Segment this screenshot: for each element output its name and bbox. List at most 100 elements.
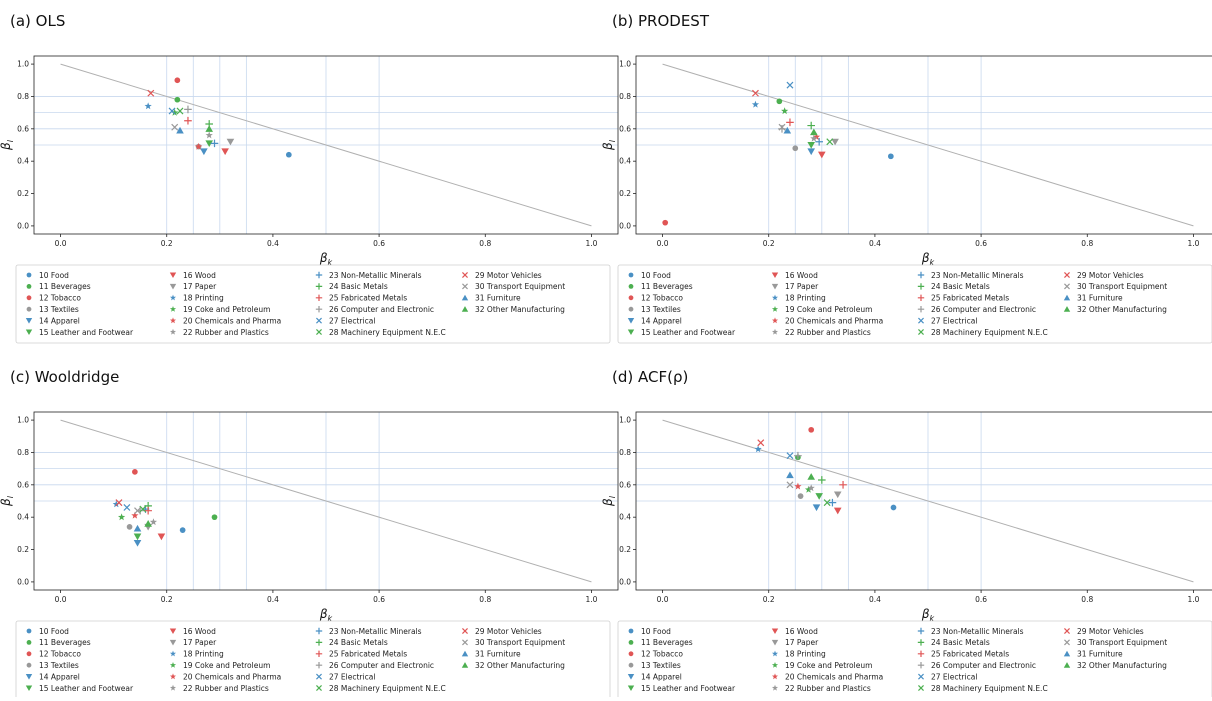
y-axis-label: βl: [0, 139, 15, 151]
legend-marker-31-furniture: [461, 650, 469, 657]
data-point-16-wood: [221, 148, 229, 156]
legend-marker-14-apparel: [627, 674, 635, 680]
legend-marker-15-leather-and-footwear: [25, 329, 33, 336]
data-point-25-fabricated-metals: [144, 506, 152, 515]
legend-marker-19-coke-and-petroleum: [169, 662, 177, 668]
legend-label: 30 Transport Equipment: [1077, 638, 1167, 647]
y-tick-label: 0.6: [17, 480, 29, 489]
legend-label: 20 Chemicals and Pharma: [183, 316, 281, 325]
data-points: [112, 469, 218, 547]
data-point-30-transport-equipment: [171, 123, 179, 131]
legend-label: 24 Basic Metals: [931, 638, 990, 647]
legend-label: 27 Electrical: [931, 672, 977, 681]
legend-marker-27-electrical: [316, 673, 322, 680]
data-point-20-chemicals-and-pharma: [812, 133, 821, 140]
legend-label: 25 Fabricated Metals: [931, 650, 1009, 659]
y-tick-label: 0.2: [17, 545, 29, 554]
panel-d: (d) ACF(ρ) 0.0 0.2 0.4 0.6 0.8 1.0 0.0 0.2 0.4 0.6…: [601, 368, 1212, 700]
legend-label: 32 Other Manufacturing: [475, 305, 565, 314]
legend-frame: [617, 264, 1212, 344]
x-tick-label: 1.0: [585, 239, 597, 248]
legend-marker-10-food: [26, 628, 32, 634]
legend-marker-16-wood: [771, 272, 779, 279]
data-point-12-tobacco: [662, 219, 669, 226]
legend-marker-16-wood: [771, 628, 779, 635]
legend-marker-18-printing: [771, 650, 779, 657]
legend-marker-32-other-manufacturing: [1063, 662, 1071, 668]
plot-frame: [33, 411, 619, 591]
data-point-22-rubber-and-plastics: [205, 131, 213, 139]
legend-label: 30 Transport Equipment: [475, 638, 565, 647]
legend-label: 22 Rubber and Plastics: [785, 328, 871, 337]
data-points: [144, 77, 292, 158]
y-tick-label: 0.8: [619, 92, 631, 101]
x-tick-label: 0.0: [55, 239, 67, 248]
legend-label: 12 Tobacco: [641, 650, 683, 659]
y-tick-label: 0.4: [17, 513, 29, 522]
data-point-22-rubber-and-plastics: [807, 484, 815, 492]
data-point-22-rubber-and-plastics: [810, 134, 818, 142]
legend-marker-30-transport-equipment: [1064, 639, 1070, 646]
legend-label: 27 Electrical: [329, 672, 375, 681]
legend-marker-27-electrical: [918, 673, 924, 680]
data-point-23-non-metallic-minerals: [815, 137, 823, 146]
y-axis-label: βl: [601, 139, 617, 151]
data-point-13-textiles: [792, 145, 799, 152]
legend-marker-26-computer-and-electronic: [917, 662, 925, 669]
legend-label: 15 Leather and Footwear: [39, 684, 134, 693]
data-point-30-transport-equipment: [778, 123, 786, 131]
data-point-26-computer-and-electronic: [794, 451, 802, 460]
legend-marker-23-non-metallic-minerals: [315, 627, 323, 635]
legend-label: 32 Other Manufacturing: [475, 661, 565, 670]
data-point-28-machinery-equipment-n-e-c: [139, 505, 147, 513]
legend-marker-11-beverages: [628, 640, 634, 645]
data-point-28-machinery-equipment-n-e-c: [823, 499, 831, 507]
data-point-30-transport-equipment: [786, 481, 794, 489]
legend-label: 23 Non-Metallic Minerals: [329, 627, 422, 636]
data-point-20-chemicals-and-pharma: [131, 511, 139, 519]
legend-label: 26 Computer and Electronic: [329, 305, 434, 314]
y-axis-label: βl: [0, 495, 15, 507]
x-tick-label: 0.2: [161, 595, 173, 604]
data-point-28-machinery-equipment-n-e-c: [826, 138, 834, 146]
legend-marker-12-tobacco: [628, 295, 634, 301]
legend-label: 22 Rubber and Plastics: [183, 328, 269, 337]
legend-label: 18 Printing: [785, 294, 826, 303]
legend-marker-12-tobacco: [628, 651, 634, 657]
legend-label: 16 Wood: [183, 627, 216, 636]
legend-label: 28 Machinery Equipment N.E.C: [329, 684, 446, 693]
data-point-26-computer-and-electronic: [184, 105, 192, 114]
y-tick-label: 0.4: [619, 513, 631, 522]
data-point-17-paper: [226, 138, 235, 146]
data-point-26-computer-and-electronic: [778, 125, 786, 133]
legend-marker-25-fabricated-metals: [917, 650, 925, 657]
y-tick-label: 0.0: [17, 221, 29, 230]
data-point-14-apparel: [133, 540, 142, 547]
legend-marker-31-furniture: [1063, 650, 1071, 657]
legend-marker-12-tobacco: [26, 651, 32, 657]
legend-label: 12 Tobacco: [39, 650, 81, 659]
legend-marker-14-apparel: [25, 318, 33, 324]
legend-label: 31 Furniture: [1077, 294, 1123, 303]
data-point-29-motor-vehicles: [147, 89, 155, 97]
legend-label: 27 Electrical: [329, 316, 375, 325]
legend-label: 24 Basic Metals: [329, 638, 388, 647]
legend-marker-11-beverages: [26, 640, 32, 645]
legend-marker-13-textiles: [26, 662, 32, 668]
legend-marker-28-machinery-equipment-n-e-c: [316, 329, 322, 335]
legend-marker-16-wood: [169, 272, 177, 279]
x-tick-label: 0.0: [657, 239, 669, 248]
legend-label: 26 Computer and Electronic: [329, 661, 434, 670]
data-point-27-electrical: [786, 452, 794, 460]
legend-label: 10 Food: [39, 271, 69, 280]
legend-label: 11 Beverages: [641, 282, 693, 291]
legend-marker-18-printing: [169, 650, 177, 657]
data-point-14-apparel: [812, 504, 821, 512]
data-point-32-other-manufacturing: [810, 128, 818, 136]
data-point-23-non-metallic-minerals: [828, 498, 837, 507]
legend-label: 10 Food: [641, 627, 671, 636]
legend-marker-25-fabricated-metals: [917, 294, 925, 301]
panel-b: (b) PRODEST 0.0 0.2 0.4 0.6 0.8 1.0 0.0 0.2 0.4 0.…: [601, 12, 1212, 344]
data-point-10-food: [887, 153, 894, 160]
legend-label: 25 Fabricated Metals: [931, 294, 1009, 303]
